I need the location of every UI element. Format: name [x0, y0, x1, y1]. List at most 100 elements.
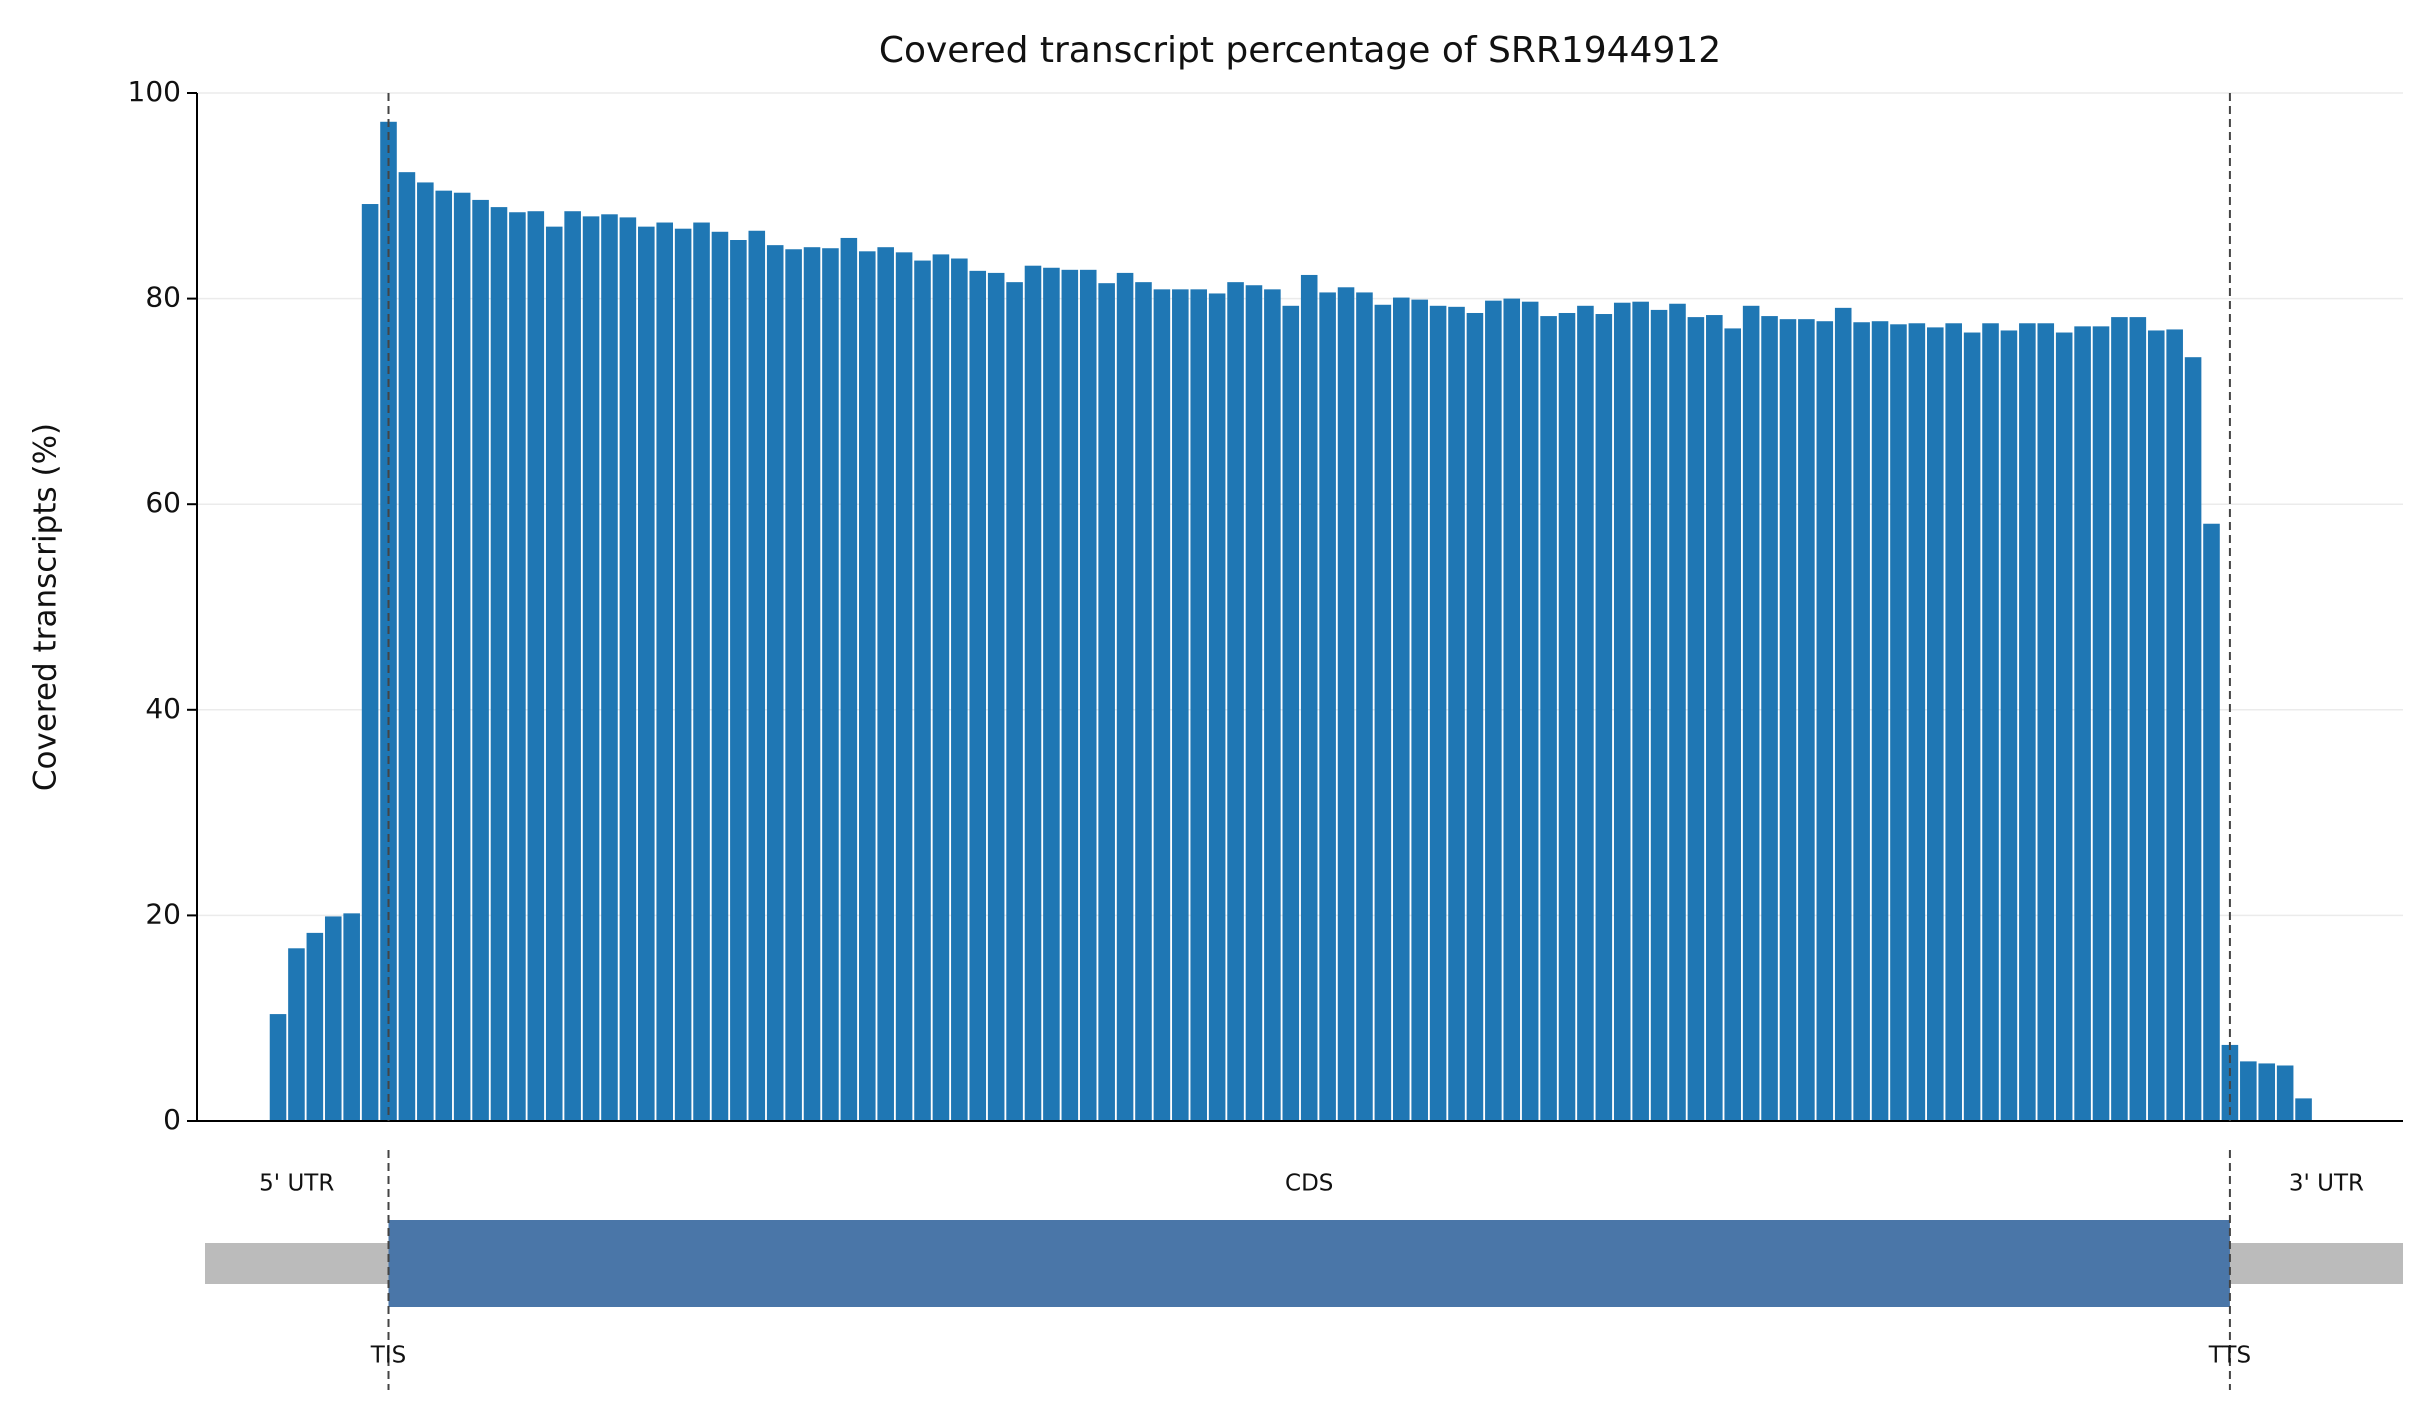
bar [1706, 315, 1723, 1122]
bar [1227, 282, 1244, 1122]
bar [1577, 305, 1594, 1121]
bar [674, 228, 692, 1122]
bar [2184, 357, 2202, 1121]
marker-label: TIS [370, 1343, 406, 1369]
bar [2258, 1063, 2276, 1121]
cds-box [388, 1220, 2230, 1307]
bar [785, 249, 802, 1122]
bar [766, 245, 784, 1122]
chart-title: Covered transcript percentage of SRR1944… [879, 30, 1721, 71]
bar [1632, 301, 1649, 1122]
bar [343, 913, 360, 1121]
bar [582, 216, 600, 1122]
bar [1687, 317, 1705, 1121]
bar [1724, 328, 1742, 1121]
bar [1779, 319, 1797, 1121]
bar [1871, 321, 1889, 1121]
bar [1742, 305, 1760, 1121]
bar [1485, 300, 1502, 1121]
bar [1374, 304, 1392, 1121]
bar [1466, 312, 1484, 1121]
y-tick-label: 60 [145, 486, 181, 519]
y-tick-label: 80 [145, 281, 181, 314]
bar [2055, 332, 2073, 1121]
bar [969, 270, 987, 1121]
region-label: CDS [1285, 1171, 1333, 1197]
bar [1448, 306, 1465, 1122]
region-label: 3' UTR [2289, 1171, 2364, 1197]
bar [822, 248, 839, 1121]
y-tick-label: 100 [128, 75, 181, 108]
bar [472, 199, 489, 1122]
bar [1853, 322, 1870, 1121]
bar [361, 204, 379, 1122]
bar [435, 190, 453, 1121]
bar [1282, 305, 1300, 1121]
bar [2019, 323, 2036, 1122]
bar [1798, 319, 1815, 1121]
bar [601, 214, 618, 1121]
bar [1503, 298, 1521, 1122]
bar [324, 916, 342, 1121]
bar [1172, 289, 1189, 1121]
bar [1245, 285, 1263, 1122]
bar [1264, 289, 1281, 1121]
bar [490, 207, 508, 1121]
bar [1613, 302, 1631, 1121]
bar [638, 226, 655, 1121]
bar [1945, 323, 1962, 1122]
bar [1540, 316, 1557, 1121]
bar [619, 217, 637, 1121]
bar [2240, 1061, 2257, 1121]
bar [748, 230, 766, 1121]
bar [895, 252, 913, 1122]
bar [1963, 332, 1981, 1121]
bar [453, 192, 471, 1121]
bar [1982, 323, 1999, 1122]
bar [730, 240, 747, 1121]
bar [1208, 293, 1226, 1122]
bar [1079, 269, 1097, 1121]
bar [1116, 272, 1134, 1121]
bar [932, 254, 950, 1121]
bar [2203, 523, 2220, 1121]
bar [1834, 307, 1852, 1121]
bar [527, 211, 545, 1122]
bar [1337, 287, 1355, 1121]
bar [858, 251, 876, 1121]
bar [1061, 269, 1079, 1121]
bar [2166, 329, 2183, 1121]
bar [1926, 327, 1944, 1121]
region-label: 5' UTR [259, 1171, 334, 1197]
bar [1411, 299, 1428, 1121]
y-tick-label: 20 [145, 897, 181, 930]
bar [288, 948, 305, 1121]
bar [1190, 289, 1208, 1121]
bar [1319, 292, 1336, 1121]
bar [1816, 321, 1834, 1121]
bar [306, 932, 324, 1121]
bar [711, 231, 729, 1121]
bar [803, 247, 821, 1121]
bar [840, 237, 858, 1121]
bar [2295, 1098, 2312, 1121]
bar [1098, 283, 1115, 1121]
bar [1908, 323, 1926, 1122]
bar [1300, 274, 1318, 1121]
bar [693, 222, 710, 1121]
bar [1024, 265, 1042, 1122]
y-tick-label: 40 [145, 692, 181, 725]
bar [509, 212, 526, 1122]
bar [1558, 312, 1576, 1121]
bar [545, 226, 563, 1121]
bar [656, 222, 674, 1121]
bar [380, 121, 397, 1121]
bar [1006, 282, 1023, 1122]
y-axis-label: Covered transcripts (%) [28, 423, 64, 791]
bar [1890, 324, 1907, 1121]
bar [2074, 326, 2091, 1122]
bar [914, 260, 931, 1122]
bar [398, 172, 416, 1121]
bar [2111, 317, 2128, 1121]
